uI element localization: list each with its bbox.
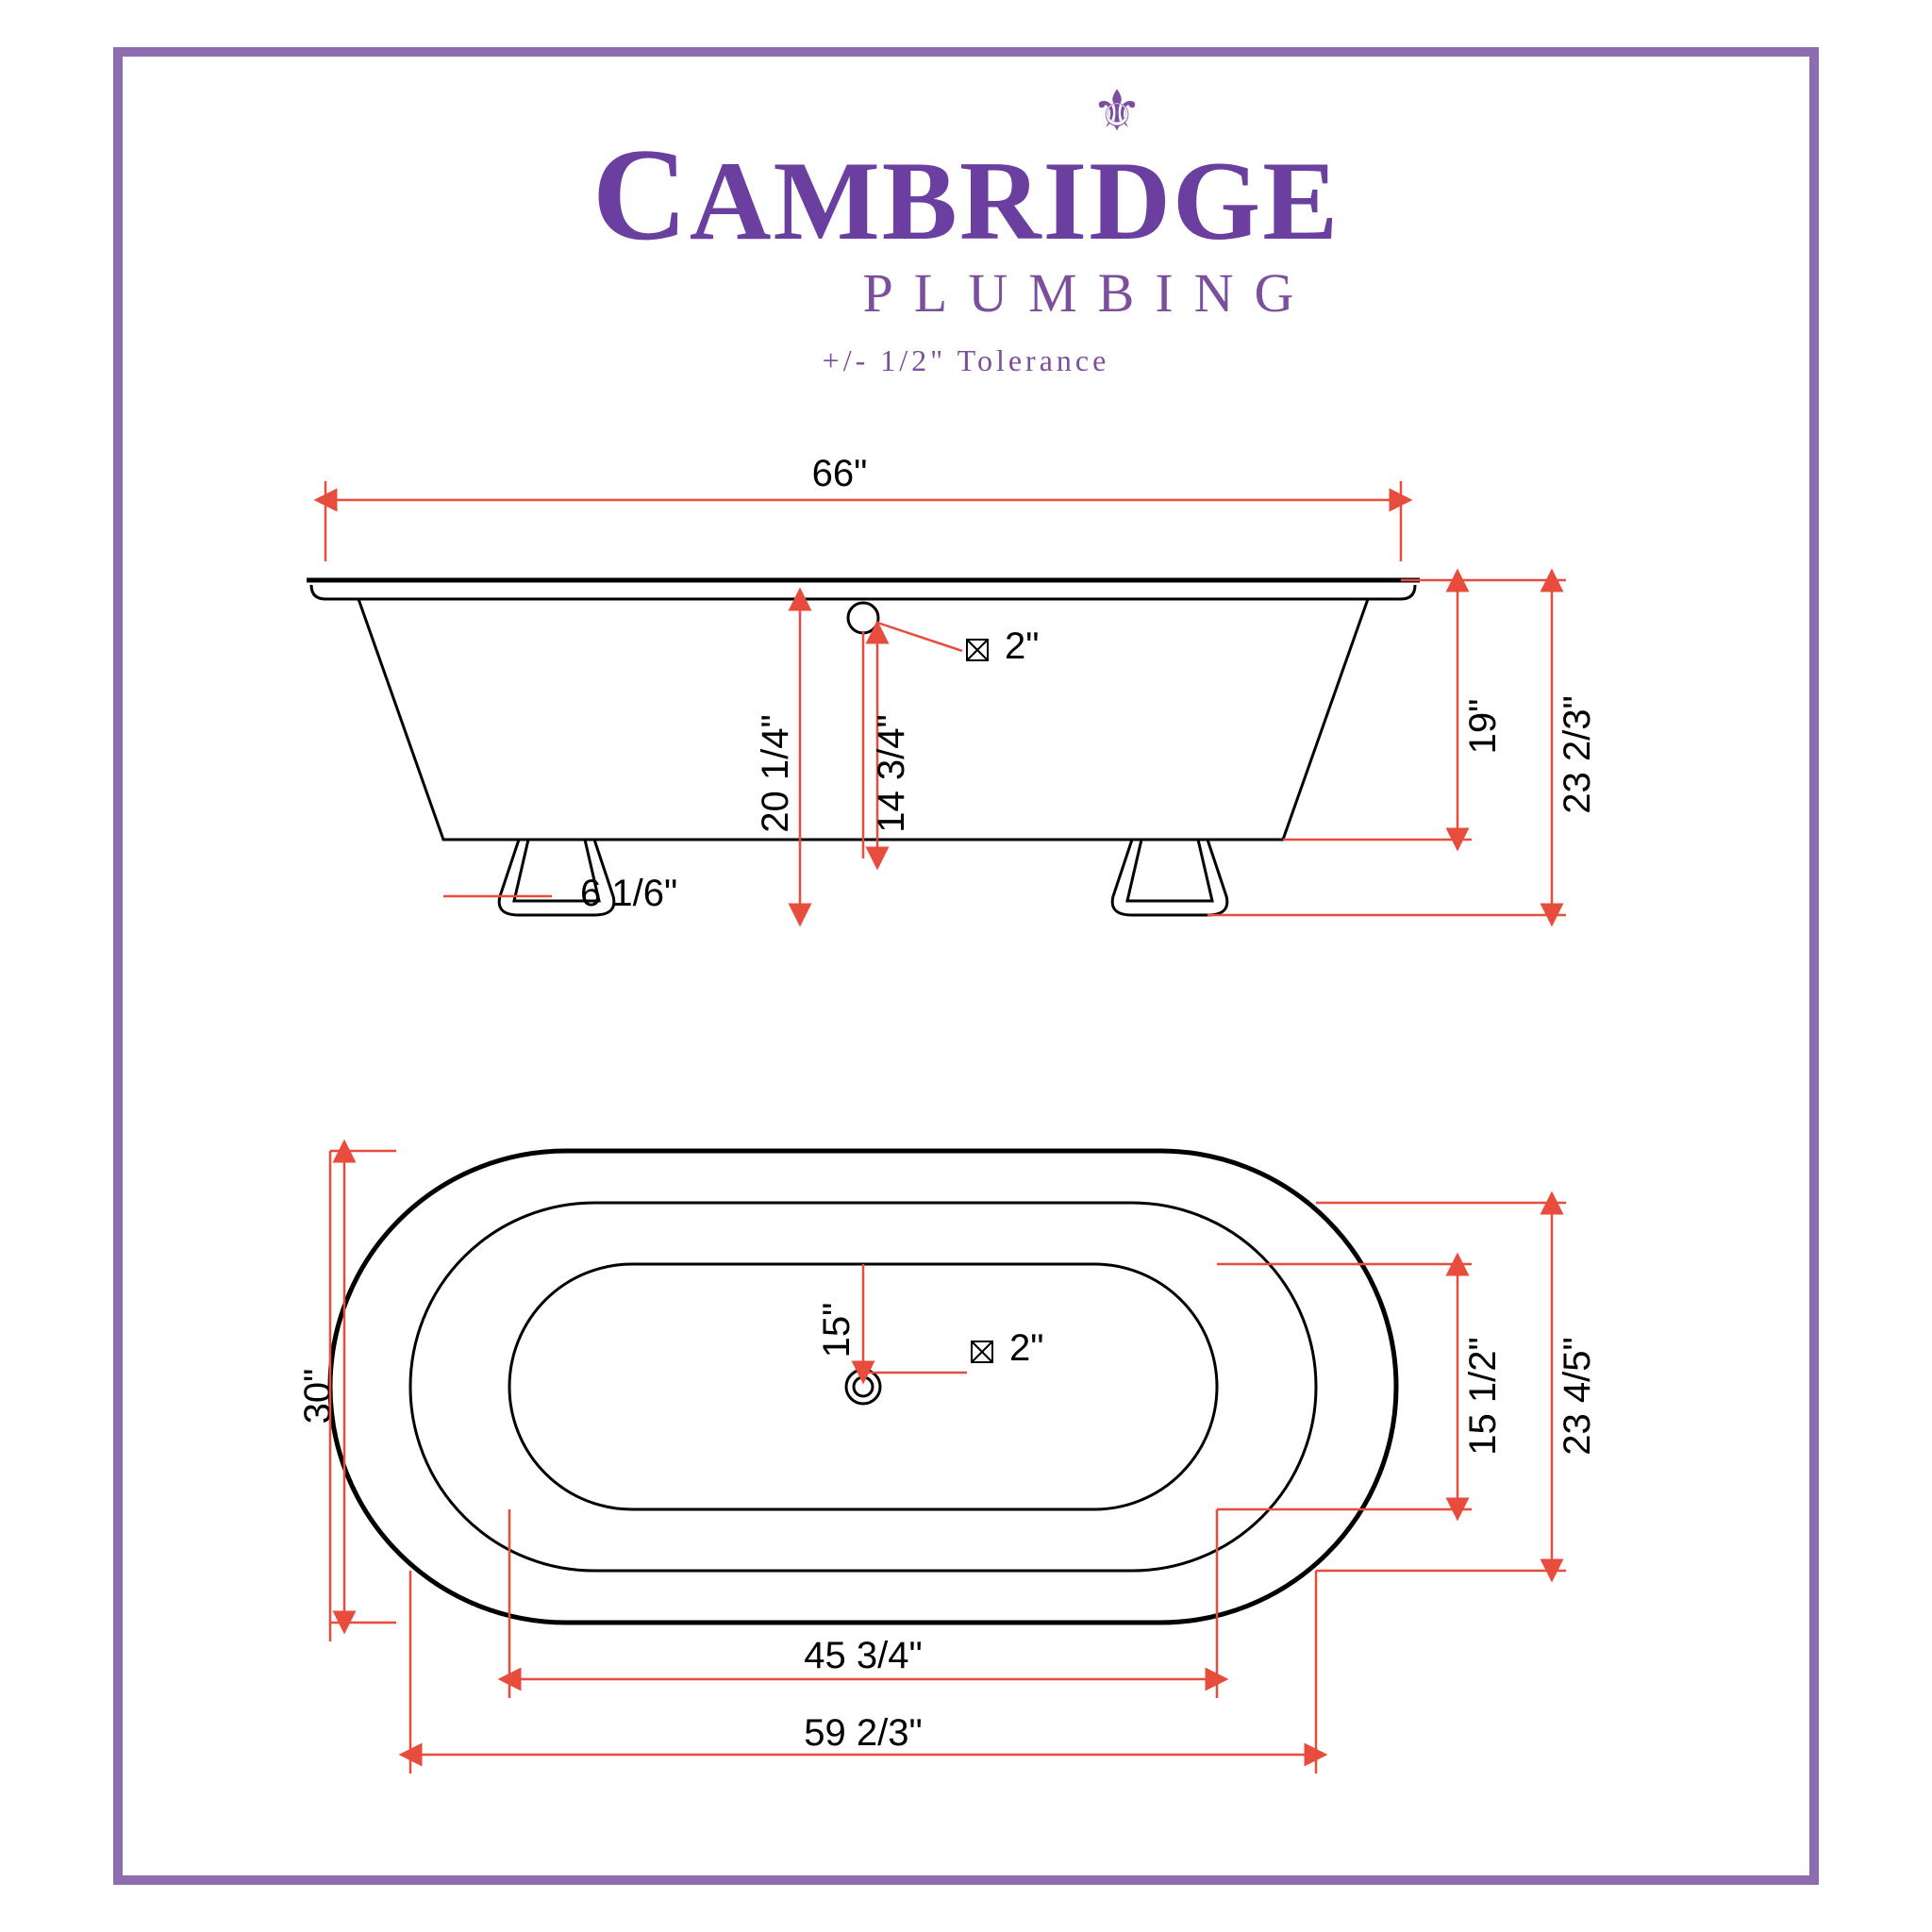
dim-23-45: 23 4/5" [1557,1337,1598,1455]
spec-sheet-frame: ⚜ CCAMBRIDGEAMBRIDGE PLUMBING +/- 1/2" T… [113,47,1819,1885]
foot-right [1112,840,1227,915]
brand-name: CCAMBRIDGEAMBRIDGE [494,119,1438,271]
dim-15: 15" [816,1303,858,1358]
dim-width-66: 66" [812,453,868,494]
dim-45-34: 45 3/4" [804,1635,922,1676]
diagram-container: 66" [123,434,1809,1849]
dim-30: 30" [297,1369,339,1424]
dim-23-23: 23 2/3" [1557,695,1598,813]
spec-diagram-svg: 66" [123,434,1809,1849]
tolerance-note: +/- 1/2" Tolerance [494,343,1438,378]
dim-20-14: 20 1/4" [755,714,796,832]
dim-15-12: 15 1/2" [1462,1337,1504,1455]
side-view: 66" [307,453,1598,915]
brand-subtitle: PLUMBING [740,261,1438,325]
dim-59-23: 59 2/3" [804,1712,922,1754]
dim-14-34: 14 3/4" [871,714,912,832]
top-view: 15" 2" 30" 15 1/2" 23 4/5" [297,1151,1598,1774]
dim-19: 19" [1462,699,1504,755]
brand-header: ⚜ CCAMBRIDGEAMBRIDGE PLUMBING +/- 1/2" T… [494,85,1438,378]
dim-6-16: 6 1/6" [580,873,677,914]
dim-drain-2: 2" [1005,625,1039,667]
fleur-de-lis-icon: ⚜ [645,94,1589,128]
dim-top-drain-2: 2" [1009,1327,1043,1369]
